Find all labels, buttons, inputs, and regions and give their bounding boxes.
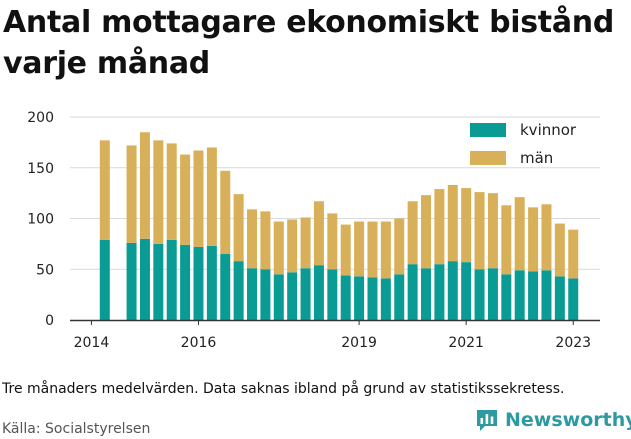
- bar-man: [487, 193, 498, 269]
- bar-kvinnor: [166, 239, 177, 320]
- bar-man: [180, 154, 191, 245]
- brand-name: Newsworthy: [505, 409, 631, 431]
- bar-kvinnor: [206, 245, 217, 320]
- bar-man: [327, 213, 338, 270]
- bars: [99, 132, 579, 320]
- bar-man: [434, 189, 445, 265]
- chart-svg: 0 50 100 150 200 2014 2016 2019 2021 2023 kvinno…: [27, 110, 600, 351]
- bar-man: [300, 217, 311, 269]
- bar-man: [407, 201, 418, 265]
- legend-swatch: [470, 151, 506, 165]
- bar-man: [193, 150, 204, 247]
- bar-kvinnor: [434, 264, 445, 320]
- bar-man: [461, 188, 472, 263]
- bar-kvinnor: [461, 262, 472, 320]
- bar-kvinnor: [260, 269, 271, 320]
- bar-man: [541, 204, 552, 271]
- bar-man: [247, 209, 258, 269]
- x-tick-label: 2021: [448, 335, 484, 351]
- x-tick-label: 2023: [555, 335, 591, 351]
- legend-label: män: [520, 149, 553, 167]
- x-axis-ticks: 2014 2016 2019 2021 2023: [74, 320, 591, 351]
- bar-man: [421, 195, 432, 269]
- bar-kvinnor: [474, 269, 485, 320]
- bar-man: [260, 211, 271, 270]
- y-tick-label: 150: [27, 161, 54, 177]
- bar-kvinnor: [568, 278, 579, 320]
- bar-man: [206, 147, 217, 246]
- bar-chart-logo-icon: [477, 410, 497, 431]
- bar-kvinnor: [139, 238, 150, 320]
- bar-man: [380, 221, 391, 279]
- y-axis-ticks: 0 50 100 150 200: [27, 110, 54, 329]
- bar-kvinnor: [447, 261, 458, 320]
- bar-kvinnor: [421, 268, 432, 320]
- bar-kvinnor: [501, 274, 512, 320]
- bar-man: [313, 201, 324, 266]
- bar-kvinnor: [273, 274, 284, 320]
- bar-kvinnor: [340, 275, 351, 320]
- bar-kvinnor: [180, 244, 191, 320]
- bar-man: [233, 194, 244, 262]
- x-tick-label: 2019: [341, 335, 377, 351]
- bar-kvinnor: [300, 268, 311, 320]
- y-tick-label: 0: [45, 313, 54, 329]
- bar-kvinnor: [327, 269, 338, 320]
- bar-man: [554, 223, 565, 277]
- bar-kvinnor: [247, 268, 258, 320]
- bar-man: [139, 132, 150, 239]
- source-credit: Källa: Socialstyrelsen: [2, 421, 151, 437]
- bar-kvinnor: [514, 270, 525, 320]
- bar-kvinnor: [554, 276, 565, 320]
- y-tick-label: 50: [36, 262, 54, 278]
- bar-man: [528, 207, 539, 272]
- bar-man: [126, 145, 137, 243]
- bar-kvinnor: [287, 272, 298, 320]
- chart-note: Tre månaders medelvärden. Data saknas ib…: [2, 381, 565, 397]
- bar-man: [568, 229, 579, 279]
- bar-man: [287, 219, 298, 273]
- bar-kvinnor: [153, 243, 164, 320]
- brand-logo[interactable]: Newsworthy: [475, 408, 631, 432]
- bar-kvinnor: [394, 274, 405, 320]
- bar-kvinnor: [541, 270, 552, 320]
- bar-kvinnor: [193, 246, 204, 320]
- legend-swatch: [470, 123, 506, 137]
- bar-kvinnor: [99, 239, 110, 320]
- bar-kvinnor: [354, 276, 365, 320]
- bar-man: [367, 221, 378, 278]
- bar-kvinnor: [126, 242, 137, 320]
- bar-kvinnor: [313, 265, 324, 320]
- y-tick-label: 100: [27, 212, 54, 228]
- bar-man: [354, 221, 365, 277]
- bar-man: [340, 224, 351, 276]
- y-tick-label: 200: [27, 110, 54, 126]
- bar-kvinnor: [487, 268, 498, 320]
- legend-label: kvinnor: [520, 121, 577, 139]
- x-tick-label: 2014: [74, 335, 110, 351]
- bar-man: [273, 221, 284, 275]
- bar-man: [447, 185, 458, 262]
- bar-man: [153, 140, 164, 244]
- legend: kvinnor män: [470, 121, 577, 167]
- bar-man: [514, 197, 525, 271]
- bar-man: [166, 143, 177, 240]
- bar-kvinnor: [407, 264, 418, 320]
- bar-man: [501, 205, 512, 275]
- bar-kvinnor: [233, 261, 244, 320]
- bar-kvinnor: [528, 271, 539, 320]
- bar-kvinnor: [367, 277, 378, 320]
- bar-kvinnor: [380, 278, 391, 320]
- bar-man: [220, 170, 231, 255]
- bar-kvinnor: [220, 254, 231, 320]
- bar-man: [99, 140, 110, 240]
- bar-man: [474, 192, 485, 270]
- bar-man: [394, 218, 405, 275]
- chart-title: Antal mottagare ekonomiskt bistånd varje…: [3, 5, 615, 81]
- x-tick-label: 2016: [181, 335, 217, 351]
